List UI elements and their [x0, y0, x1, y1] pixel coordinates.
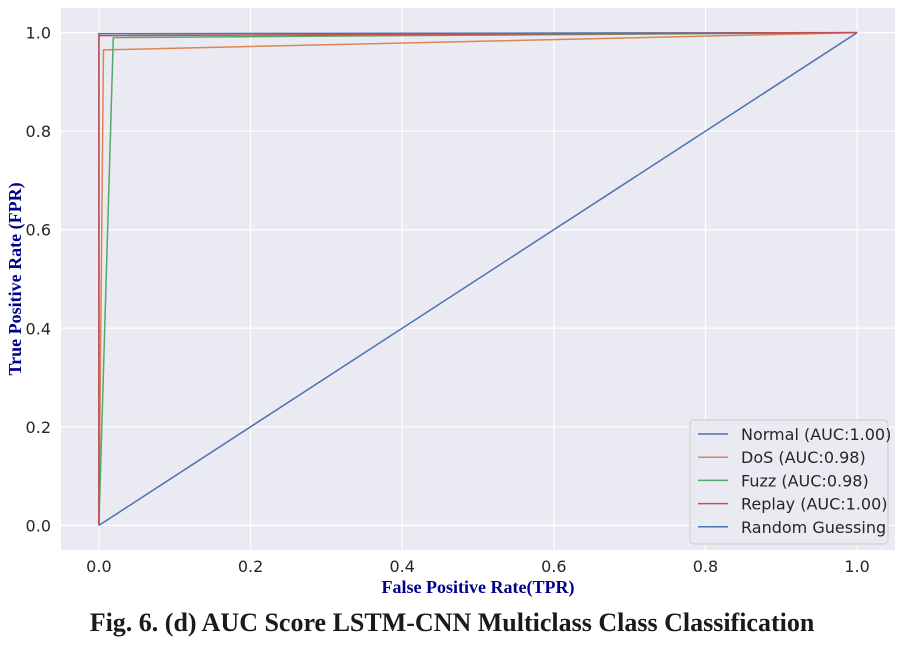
y-tick-label: 0.8 — [26, 122, 51, 141]
legend-box — [689, 419, 889, 545]
x-tick-label: 0.4 — [389, 557, 414, 576]
y-tick-label: 1.0 — [26, 24, 51, 43]
x-axis-label: False Positive Rate(TPR) — [382, 577, 575, 598]
legend-label: DoS (AUC:0.98) — [741, 448, 866, 467]
legend-label: Replay (AUC:1.00) — [741, 495, 888, 514]
series-line-4 — [98, 32, 858, 526]
x-tick-label: 1.0 — [844, 557, 869, 576]
grid — [61, 8, 895, 550]
x-tick-label: 0.6 — [541, 557, 566, 576]
legend-label: Random Guessing — [741, 518, 886, 537]
legend: Normal (AUC:1.00) DoS (AUC:0.98) Fuzz (AUC… — [689, 419, 891, 545]
legend-label: Fuzz (AUC:0.98) — [741, 471, 869, 490]
series-line-3 — [98, 31, 858, 526]
x-tick-label: 0.8 — [693, 557, 718, 576]
y-tick-label: 0.0 — [26, 516, 51, 535]
x-tick-label: 0.2 — [238, 557, 263, 576]
roc-chart: 0.0 0.2 0.4 0.6 0.8 1.0 0.0 0.2 0.4 0.6 0.8 1.0 Fal… — [5, 8, 895, 598]
y-tick-label: 0.4 — [26, 319, 51, 338]
y-tick-label: 0.2 — [26, 418, 51, 437]
y-tick-label: 0.6 — [26, 221, 51, 240]
series-line-1 — [98, 31, 858, 526]
figure-caption: Fig. 6. (d) AUC Score LSTM-CNN Multiclas… — [89, 608, 815, 637]
tick-labels: 0.0 0.2 0.4 0.6 0.8 1.0 0.0 0.2 0.4 0.6 0.8 1.0 — [26, 24, 870, 576]
series-lines — [98, 31, 858, 526]
legend-label: Normal (AUC:1.00) — [741, 425, 891, 444]
x-tick-label: 0.0 — [86, 557, 111, 576]
y-axis-label: True Positive Rate (FPR) — [5, 182, 26, 375]
